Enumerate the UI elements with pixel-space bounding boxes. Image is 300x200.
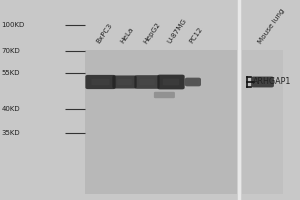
Text: HepG2: HepG2 — [142, 21, 161, 45]
FancyBboxPatch shape — [85, 75, 116, 89]
Text: Mouse lung: Mouse lung — [258, 8, 286, 45]
Text: 35KD: 35KD — [2, 130, 20, 136]
Text: BxPC3: BxPC3 — [96, 23, 114, 45]
FancyBboxPatch shape — [117, 79, 132, 85]
Text: 70KD: 70KD — [2, 48, 20, 54]
FancyBboxPatch shape — [242, 50, 283, 194]
Text: ARHGAP1: ARHGAP1 — [253, 77, 291, 86]
Text: 40KD: 40KD — [2, 106, 20, 112]
FancyBboxPatch shape — [154, 92, 175, 98]
FancyBboxPatch shape — [140, 79, 154, 85]
Text: PC12: PC12 — [188, 26, 204, 45]
FancyBboxPatch shape — [157, 75, 184, 89]
FancyBboxPatch shape — [163, 79, 179, 85]
Text: 55KD: 55KD — [2, 70, 20, 76]
FancyBboxPatch shape — [256, 79, 269, 85]
Text: 100KD: 100KD — [2, 22, 25, 28]
FancyBboxPatch shape — [185, 78, 201, 86]
FancyBboxPatch shape — [134, 75, 160, 89]
FancyBboxPatch shape — [112, 75, 136, 89]
FancyBboxPatch shape — [188, 80, 198, 84]
FancyBboxPatch shape — [85, 50, 237, 194]
FancyBboxPatch shape — [91, 79, 110, 85]
Text: U-87MG: U-87MG — [166, 18, 188, 45]
Text: HeLa: HeLa — [120, 27, 135, 45]
FancyBboxPatch shape — [251, 77, 274, 87]
